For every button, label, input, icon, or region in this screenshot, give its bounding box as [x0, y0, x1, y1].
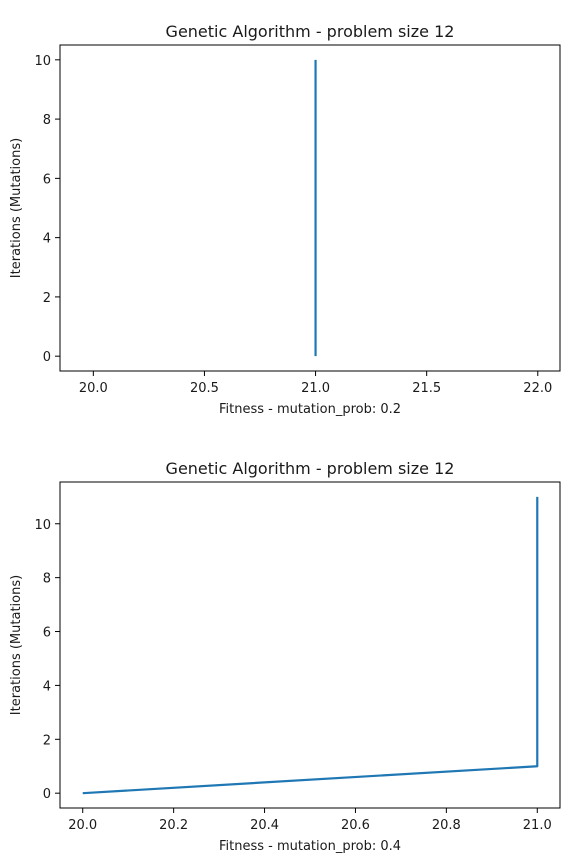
axes-frame — [59, 481, 561, 809]
x-tick-label: 21.5 — [412, 381, 441, 396]
x-tick-label: 22.0 — [523, 381, 552, 396]
y-tick-label: 4 — [43, 232, 51, 247]
x-axis-label: Fitness - mutation_prob: 0.2 — [219, 402, 401, 417]
y-tick-label: 0 — [43, 350, 51, 365]
x-tick-label: 20.2 — [159, 818, 188, 833]
chart-title: Genetic Algorithm - problem size 12 — [166, 459, 455, 478]
y-tick-label: 6 — [43, 172, 51, 187]
y-tick-label: 6 — [43, 626, 51, 641]
y-axis-label: Iterations (Mutations) — [9, 138, 24, 278]
x-tick-label: 20.8 — [432, 818, 461, 833]
y-tick-label: 10 — [34, 518, 51, 533]
x-tick-label: 20.6 — [341, 818, 370, 833]
x-tick-label: 20.0 — [68, 818, 97, 833]
y-axis-label: Iterations (Mutations) — [9, 575, 24, 715]
series-line-1 — [82, 496, 539, 795]
subplot-1: 20.0 20.5 21.0 21.5 22.0 0 2 4 6 8 10 Genetic Algor… — [9, 22, 561, 417]
x-tick-label: 20.4 — [250, 818, 279, 833]
y-tick-label: 0 — [43, 787, 51, 802]
y-tick-label: 10 — [34, 54, 51, 69]
x-tick-label: 21.0 — [523, 818, 552, 833]
chart-title: Genetic Algorithm - problem size 12 — [166, 22, 455, 41]
axes-frame — [59, 44, 561, 372]
subplot-2: 20.0 20.2 20.4 20.6 20.8 21.0 0 2 4 6 8 10 Genetic A… — [9, 459, 561, 854]
y-tick-label: 2 — [43, 733, 51, 748]
x-tick-label: 20.5 — [190, 381, 219, 396]
x-axis-label: Fitness - mutation_prob: 0.4 — [219, 839, 401, 854]
y-tick-label: 2 — [43, 291, 51, 306]
x-tick-label: 20.0 — [79, 381, 108, 396]
y-tick-label: 8 — [43, 113, 51, 128]
y-tick-label: 4 — [43, 679, 51, 694]
x-tick-label: 21.0 — [301, 381, 330, 396]
y-tick-label: 8 — [43, 572, 51, 587]
